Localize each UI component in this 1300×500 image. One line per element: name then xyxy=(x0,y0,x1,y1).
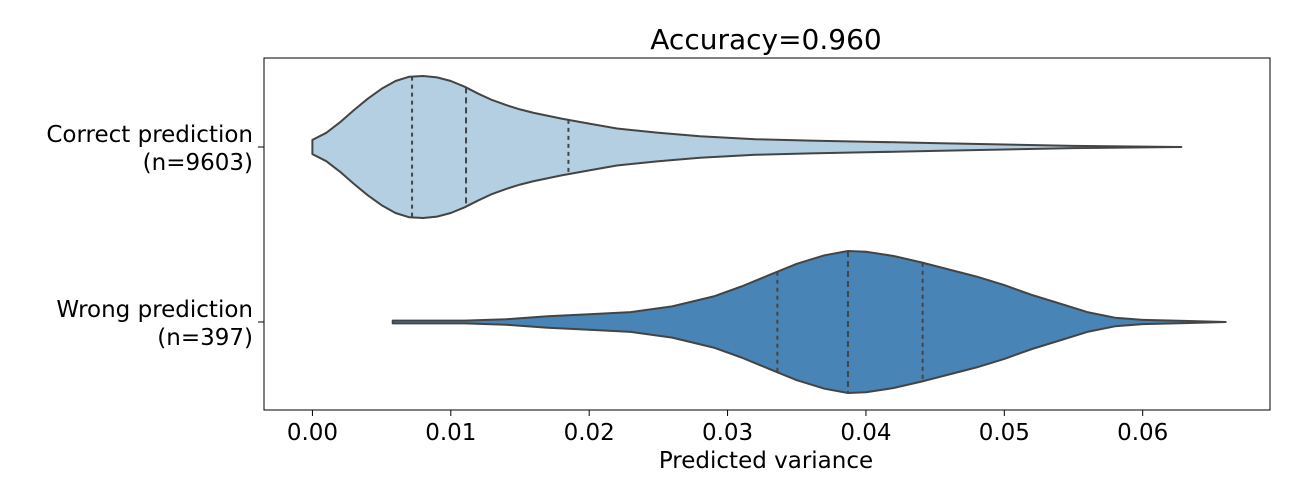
x-tick-label-3: 0.03 xyxy=(702,420,753,446)
x-tick-label-4: 0.04 xyxy=(840,420,891,446)
category-label-correct-line1: Correct prediction xyxy=(46,122,253,148)
x-tick-label-2: 0.02 xyxy=(564,420,615,446)
x-tick-label-5: 0.05 xyxy=(979,420,1030,446)
category-label-wrong-line2: (n=397) xyxy=(157,325,253,351)
x-tick-label-0: 0.00 xyxy=(287,420,338,446)
violin-body-0 xyxy=(311,75,1183,219)
category-label-wrong-line1: Wrong prediction xyxy=(56,297,253,323)
category-label-correct-line2: (n=9603) xyxy=(143,150,253,176)
x-tick-label-6: 0.06 xyxy=(1117,420,1168,446)
chart-title: Accuracy=0.960 xyxy=(650,23,881,56)
plot-frame xyxy=(263,57,1271,411)
x-axis-ticks: 0.00 0.01 0.02 0.03 0.04 0.05 0.06 xyxy=(287,410,1168,446)
violin-body-1 xyxy=(391,250,1227,394)
x-tick-label-1: 0.01 xyxy=(425,420,476,446)
quartile-lines-layer xyxy=(411,76,924,393)
y-axis-ticks: Correct prediction (n=9603) Wrong predic… xyxy=(46,122,264,351)
violins-layer xyxy=(311,75,1227,394)
x-axis-label: Predicted variance xyxy=(659,448,873,474)
